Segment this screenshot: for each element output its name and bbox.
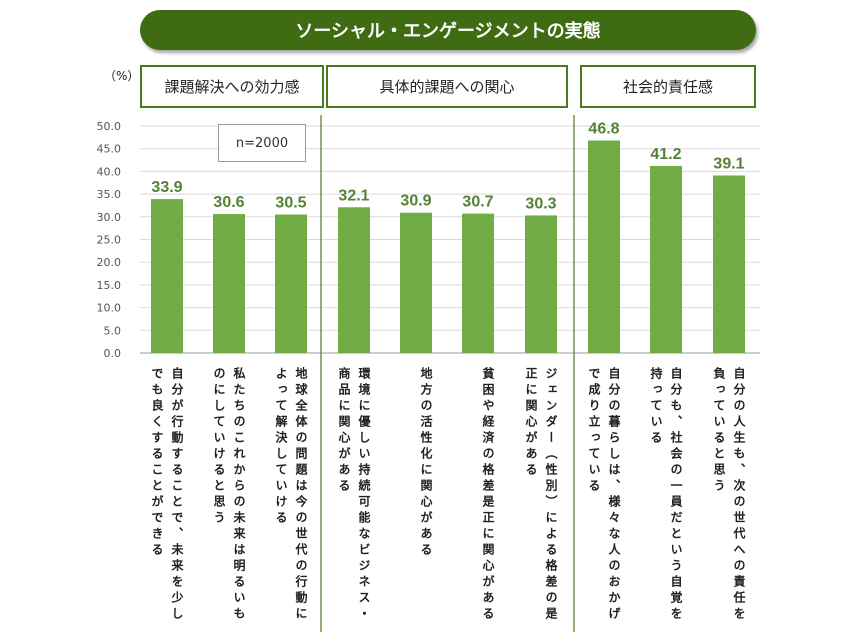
y-tick-label: 40.0 (97, 165, 122, 178)
y-tick-label: 20.0 (97, 256, 122, 269)
group-header-responsibility: 社会的責任感 (580, 65, 756, 108)
category-label: 自分の暮らしは、様々な人のおかげで成り立っている (587, 367, 621, 623)
bar (713, 175, 745, 353)
category-label: 貧困や経済の格差是正に関心がある (481, 367, 495, 623)
bar-value-label: 30.5 (275, 195, 306, 212)
y-axis-unit: （%） (104, 69, 140, 83)
y-tick-label: 25.0 (97, 234, 122, 247)
category-label: 自分の人生も、次の世代への責任を負っていると思う (712, 367, 746, 623)
bar-value-label: 32.1 (338, 187, 369, 204)
category-label: 環境に優しい持続可能なビジネス・商品に関心がある (337, 367, 371, 623)
bar (525, 215, 557, 353)
group-header-interest: 具体的課題への関心 (326, 65, 568, 108)
y-tick-label: 45.0 (97, 143, 122, 156)
y-tick-label: 5.0 (104, 324, 122, 337)
bar-value-label: 30.7 (462, 194, 493, 211)
category-label: 地方の活性化に関心がある (419, 367, 433, 559)
y-tick-label: 50.0 (97, 120, 122, 133)
category-label: 自分も、社会の一員だという自覚を持っている (649, 367, 683, 623)
y-tick-label: 0.0 (104, 347, 122, 360)
sample-size-box: n=2000 (218, 124, 306, 162)
bar-value-label: 39.1 (713, 155, 744, 172)
y-tick-label: 35.0 (97, 188, 122, 201)
bar (213, 214, 245, 353)
bar (650, 165, 682, 353)
bar-value-label: 30.6 (213, 194, 244, 211)
bar (151, 199, 183, 353)
bar (400, 212, 432, 353)
group-header-efficacy: 課題解決への効力感 (140, 65, 324, 108)
bar-value-label: 33.9 (151, 179, 182, 196)
category-label: 地球全体の問題は今の世代の行動によって解決していける (274, 367, 308, 623)
category-label: ジェンダー（性別）による格差の是正に関心がある (524, 367, 558, 623)
y-tick-label: 15.0 (97, 279, 122, 292)
bar-value-label: 46.8 (588, 121, 619, 138)
bar (275, 214, 307, 353)
chart-title: ソーシャル・エンゲージメントの実態 (140, 10, 756, 50)
y-tick-label: 10.0 (97, 302, 122, 315)
bar (588, 140, 620, 353)
bar-value-label: 30.3 (525, 195, 556, 212)
y-tick-label: 30.0 (97, 211, 122, 224)
category-label: 私たちのこれからの未来は明るいものにしていけると思う (212, 367, 246, 623)
bar-value-label: 30.9 (400, 193, 431, 210)
category-label: 自分が行動することで、未来を少しでも良くすることができる (150, 367, 184, 623)
bar (462, 213, 494, 353)
bar-value-label: 41.2 (650, 146, 681, 163)
bar (338, 207, 370, 353)
